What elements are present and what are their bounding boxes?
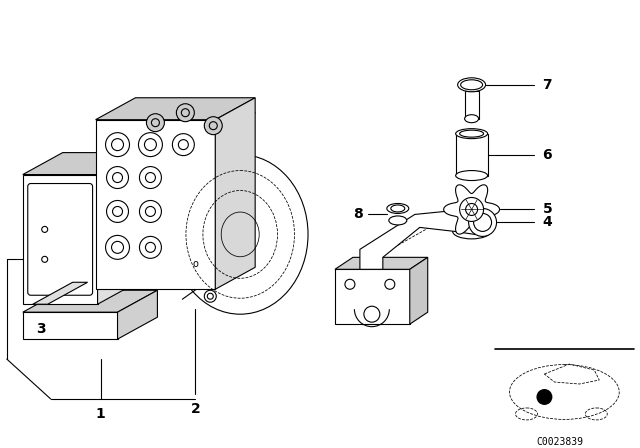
Circle shape <box>468 208 497 237</box>
Text: o: o <box>193 259 198 269</box>
Circle shape <box>145 207 156 216</box>
Circle shape <box>140 201 161 222</box>
Circle shape <box>181 109 189 116</box>
Circle shape <box>207 293 213 299</box>
Polygon shape <box>335 257 428 269</box>
Bar <box>335 269 410 324</box>
Ellipse shape <box>458 78 486 92</box>
Ellipse shape <box>465 115 479 123</box>
Circle shape <box>204 116 222 135</box>
Circle shape <box>138 133 163 157</box>
Circle shape <box>536 389 552 405</box>
Circle shape <box>42 226 48 233</box>
Polygon shape <box>118 290 157 339</box>
Circle shape <box>460 198 484 221</box>
Circle shape <box>145 138 156 151</box>
Text: 3: 3 <box>36 322 45 336</box>
Circle shape <box>152 119 159 127</box>
Circle shape <box>145 172 156 182</box>
Text: 4: 4 <box>543 215 552 229</box>
Ellipse shape <box>460 130 484 137</box>
Circle shape <box>364 306 380 322</box>
Circle shape <box>466 203 477 215</box>
Ellipse shape <box>456 129 488 138</box>
Bar <box>95 120 215 289</box>
Polygon shape <box>172 113 255 177</box>
Circle shape <box>345 279 355 289</box>
Polygon shape <box>23 312 118 339</box>
Circle shape <box>42 256 48 263</box>
Circle shape <box>140 167 161 189</box>
Circle shape <box>385 279 395 289</box>
Polygon shape <box>215 98 255 289</box>
Polygon shape <box>95 98 255 120</box>
Ellipse shape <box>391 205 404 212</box>
Text: 6: 6 <box>543 147 552 162</box>
Circle shape <box>179 140 188 150</box>
Text: 1: 1 <box>96 407 106 421</box>
Circle shape <box>111 138 124 151</box>
Circle shape <box>474 213 492 232</box>
Text: 5: 5 <box>543 202 552 216</box>
Text: C0023839: C0023839 <box>536 437 583 447</box>
Polygon shape <box>444 185 500 234</box>
Bar <box>465 91 479 119</box>
Text: 8: 8 <box>353 207 363 221</box>
Circle shape <box>145 242 156 252</box>
Text: 2: 2 <box>191 402 200 416</box>
Bar <box>456 134 488 176</box>
Circle shape <box>204 290 216 302</box>
Polygon shape <box>23 290 157 312</box>
Ellipse shape <box>461 80 483 90</box>
Circle shape <box>106 235 129 259</box>
Polygon shape <box>97 153 138 304</box>
Bar <box>23 175 97 304</box>
Circle shape <box>172 134 195 155</box>
Circle shape <box>177 104 195 122</box>
Circle shape <box>113 207 122 216</box>
Circle shape <box>106 133 129 157</box>
Text: 7: 7 <box>543 78 552 92</box>
Polygon shape <box>23 153 138 175</box>
FancyBboxPatch shape <box>28 184 93 295</box>
Circle shape <box>113 172 122 182</box>
Circle shape <box>106 167 129 189</box>
Polygon shape <box>360 210 490 269</box>
Ellipse shape <box>172 155 308 314</box>
Polygon shape <box>410 257 428 324</box>
Circle shape <box>209 122 217 129</box>
Circle shape <box>147 114 164 132</box>
Polygon shape <box>33 282 88 304</box>
Circle shape <box>111 241 124 254</box>
Circle shape <box>140 237 161 258</box>
Ellipse shape <box>456 171 488 181</box>
Ellipse shape <box>387 203 409 213</box>
Circle shape <box>106 201 129 222</box>
Ellipse shape <box>452 224 491 239</box>
Ellipse shape <box>389 216 407 225</box>
